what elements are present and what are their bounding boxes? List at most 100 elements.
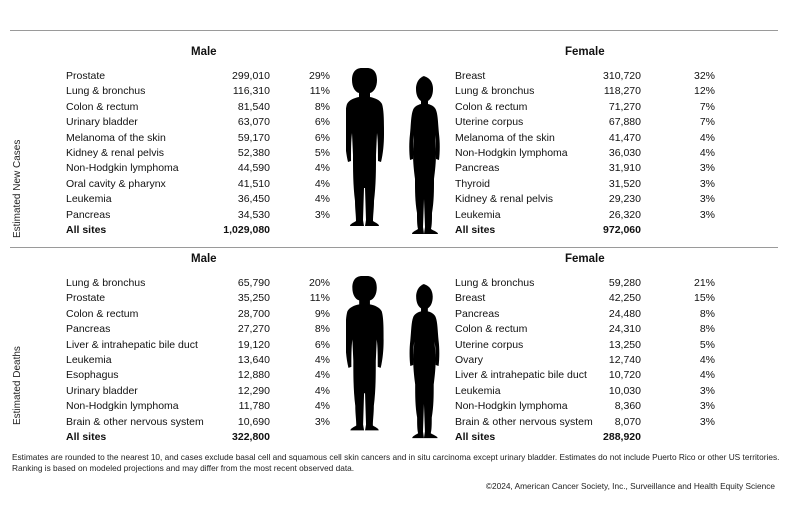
- table-row: Liver & intrahepatic bile duct 19,120 6%: [66, 338, 336, 353]
- case-count: 65,790: [237, 277, 270, 289]
- case-count: 42,250: [608, 292, 641, 305]
- table-row: Brain & other nervous system 10,690 3%: [66, 415, 336, 430]
- table-row: Breast 42,250 15%: [455, 291, 725, 306]
- table-row: Esophagus 12,880 4%: [66, 368, 336, 383]
- percent-share: 21%: [693, 277, 715, 289]
- table-row: Colon & rectum 71,270 7%: [455, 100, 725, 115]
- percent-share: 4%: [699, 131, 715, 144]
- case-count: 10,720: [608, 369, 641, 382]
- table-row: Prostate 35,250 11%: [66, 291, 336, 306]
- percent-share: 5%: [314, 146, 330, 159]
- female-silhouette-icon: [409, 284, 440, 439]
- cancer-site: Breast: [455, 70, 486, 82]
- case-count: 71,270: [608, 100, 641, 113]
- cancer-site: Brain & other nervous system: [455, 415, 593, 428]
- cancer-site: Melanoma of the skin: [66, 131, 166, 144]
- case-count: 52,380: [237, 146, 270, 159]
- case-count: 299,010: [232, 70, 270, 82]
- percent-share: 29%: [308, 70, 330, 82]
- case-count: 29,230: [608, 193, 641, 206]
- cancer-site: Pancreas: [455, 307, 500, 320]
- cancer-site: Uterine corpus: [455, 116, 524, 129]
- cancer-site: Liver & intrahepatic bile duct: [66, 338, 198, 351]
- cancer-site: Esophagus: [66, 369, 119, 382]
- percent-share: 20%: [308, 277, 330, 289]
- male-silhouette-icon: [346, 276, 384, 431]
- case-count: 28,700: [237, 307, 270, 320]
- cancer-site: Non-Hodgkin lymphoma: [66, 400, 179, 413]
- percent-share: 11%: [309, 85, 330, 98]
- deaths-male-table: Male Lung & bronchus 65,790 20% Prostate 35,…: [66, 253, 336, 445]
- cancer-site: Non-Hodgkin lymphoma: [455, 400, 568, 413]
- table-row: Uterine corpus 13,250 5%: [455, 338, 725, 353]
- cancer-site: Pancreas: [455, 162, 500, 175]
- table-row: Thyroid 31,520 3%: [455, 177, 725, 192]
- table-row: Kidney & renal pelvis 29,230 3%: [455, 192, 725, 207]
- percent-share: 4%: [699, 146, 715, 159]
- table-row: Colon & rectum 24,310 8%: [455, 322, 725, 337]
- case-count: 63,070: [237, 116, 270, 129]
- cancer-site: All sites: [455, 223, 496, 236]
- cancer-site: Non-Hodgkin lymphoma: [66, 162, 179, 175]
- table-row: Leukemia 36,450 4%: [66, 192, 336, 207]
- table-row: Breast 310,720 32%: [455, 69, 725, 84]
- case-count: 118,270: [603, 85, 641, 98]
- case-count: 116,310: [232, 85, 270, 98]
- case-count: 13,250: [608, 338, 641, 351]
- cancer-site: Oral cavity & pharynx: [66, 177, 166, 190]
- percent-share: 8%: [314, 100, 330, 113]
- case-count: 10,690: [237, 415, 270, 428]
- case-count: 8,070: [614, 415, 641, 428]
- case-count: 24,310: [608, 323, 641, 336]
- new-cases-female-table: Female Breast 310,720 32% Lung & bronchus 11…: [455, 46, 725, 238]
- percent-share: 3%: [699, 162, 715, 175]
- table-row: Oral cavity & pharynx 41,510 4%: [66, 177, 336, 192]
- case-count: 44,590: [237, 162, 270, 175]
- total-row: All sites 322,800: [66, 430, 336, 445]
- percent-share: 4%: [314, 177, 330, 190]
- deaths-female-table: Female Lung & bronchus 59,280 21% Breast 42,…: [455, 253, 725, 445]
- cancer-site: Liver & intrahepatic bile duct: [455, 369, 587, 382]
- cancer-site: Colon & rectum: [66, 307, 139, 320]
- table-row: Liver & intrahepatic bile duct 10,720 4%: [455, 368, 725, 383]
- percent-share: 4%: [699, 369, 715, 382]
- percent-share: 7%: [699, 116, 715, 129]
- cancer-site: Kidney & renal pelvis: [66, 146, 165, 159]
- case-count: 19,120: [237, 338, 270, 351]
- cancer-site: Prostate: [66, 292, 106, 305]
- case-count: 13,640: [237, 353, 270, 366]
- case-count: 41,510: [237, 177, 270, 190]
- percent-share: 7%: [699, 100, 715, 113]
- footnote: Estimates are rounded to the nearest 10,…: [12, 452, 780, 473]
- table-row: Colon & rectum 81,540 8%: [66, 100, 336, 115]
- cancer-site: Pancreas: [66, 208, 111, 221]
- column-header-male: Male: [191, 253, 217, 265]
- percent-share: 3%: [699, 177, 715, 190]
- table-row: Leukemia 13,640 4%: [66, 353, 336, 368]
- table-row: Lung & bronchus 65,790 20%: [66, 276, 336, 291]
- cancer-site: Non-Hodgkin lymphoma: [455, 146, 568, 159]
- cancer-site: Prostate: [66, 70, 106, 82]
- percent-share: 3%: [699, 415, 715, 428]
- case-count: 12,740: [608, 353, 641, 366]
- table-row: Kidney & renal pelvis 52,380 5%: [66, 146, 336, 161]
- table-row: Urinary bladder 12,290 4%: [66, 384, 336, 399]
- percent-share: 6%: [314, 338, 330, 351]
- percent-share: 5%: [699, 338, 715, 351]
- table-row: Lung & bronchus 59,280 21%: [455, 276, 725, 291]
- cancer-site: Uterine corpus: [455, 338, 524, 351]
- case-count: 35,250: [237, 292, 270, 305]
- credit-line: ©2024, American Cancer Society, Inc., Su…: [485, 481, 775, 491]
- case-count: 34,530: [237, 208, 270, 221]
- case-count: 8,360: [614, 400, 641, 413]
- cancer-site: Colon & rectum: [66, 100, 139, 113]
- cancer-site: All sites: [66, 430, 107, 443]
- percent-share: 6%: [314, 116, 330, 129]
- case-count: 288,920: [603, 430, 641, 443]
- percent-share: 4%: [314, 193, 330, 206]
- cancer-site: Pancreas: [66, 323, 111, 336]
- total-row: All sites 972,060: [455, 223, 725, 238]
- table-row: Leukemia 10,030 3%: [455, 384, 725, 399]
- case-count: 59,170: [237, 131, 270, 144]
- column-header-female: Female: [565, 253, 605, 265]
